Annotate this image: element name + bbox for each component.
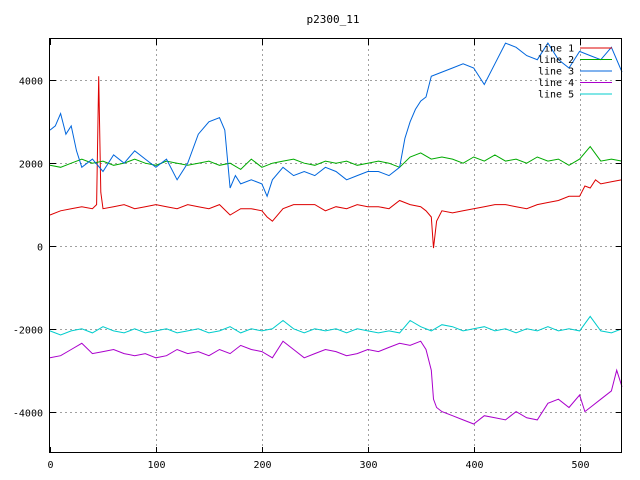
series-line-1 <box>49 76 623 249</box>
legend-label: line 5 <box>538 90 574 101</box>
y-tick-label: 2000 <box>19 160 43 171</box>
y-tick-label: -2000 <box>13 326 43 337</box>
plot-area <box>49 42 623 425</box>
x-tick-label: 300 <box>359 460 377 471</box>
plot-frame <box>49 38 622 453</box>
x-tick-label: 500 <box>571 460 589 471</box>
chart-title: p2300_11 <box>307 13 360 26</box>
x-tick-label: 0 <box>47 460 53 471</box>
y-tick-label: -4000 <box>13 409 43 420</box>
x-tick-label: 200 <box>253 460 271 471</box>
axis-ticks: 0 100 200 300 400 500 -4000 -2000 0 2000 4000 <box>13 39 622 471</box>
grid <box>50 39 622 453</box>
y-tick-label: 0 <box>37 243 43 254</box>
x-tick-label: 400 <box>465 460 483 471</box>
x-tick-label: 100 <box>147 460 165 471</box>
series-line-4 <box>49 340 623 425</box>
series-line-5 <box>49 315 623 336</box>
legend-label: line 3 <box>538 67 574 78</box>
legend-label: line 1 <box>538 44 574 55</box>
series-line-3 <box>49 42 623 198</box>
series-line-2 <box>49 145 623 171</box>
y-tick-label: 4000 <box>19 77 43 88</box>
legend-label: line 2 <box>538 55 574 66</box>
legend-label: line 4 <box>538 78 574 89</box>
